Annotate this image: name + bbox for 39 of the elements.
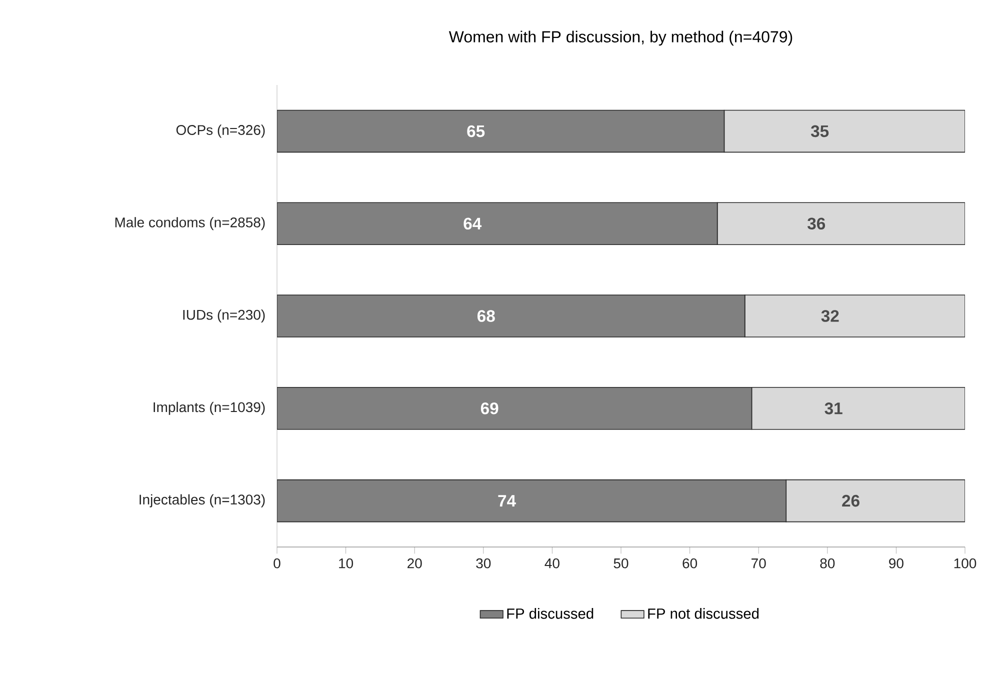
y-tick-label: Implants (n=1039) <box>154 402 265 415</box>
data-label: 65 <box>467 125 485 138</box>
bar <box>724 110 966 153</box>
bar <box>751 387 966 430</box>
data-label: 26 <box>842 494 860 507</box>
x-tick-label: 10 <box>339 558 354 568</box>
data-label: 35 <box>810 125 829 138</box>
bar <box>786 479 966 522</box>
legend-label: FP discussed <box>507 608 594 619</box>
data-label: 36 <box>807 218 826 230</box>
data-label: 68 <box>477 310 495 322</box>
y-tick-label: Injectables (n=1303) <box>140 494 265 508</box>
x-tick-label: 20 <box>408 558 422 568</box>
data-label: 74 <box>498 495 516 507</box>
y-tick-label: IUDs (n=230) <box>183 309 265 323</box>
chart-title: Women with FP discussion, by method (n=4079) <box>448 30 792 46</box>
bar <box>277 110 725 153</box>
data-label: 32 <box>821 310 839 322</box>
x-tick-label: 30 <box>476 558 491 568</box>
bar <box>716 202 966 246</box>
bar <box>277 202 718 246</box>
x-tick-label: 100 <box>954 558 976 568</box>
x-tick-label: 40 <box>544 558 560 568</box>
y-tick-label: Male condoms (n=2858) <box>115 217 265 230</box>
bar <box>744 294 966 338</box>
x-tick-label: 90 <box>889 558 904 568</box>
y-tick-label: OCPs (n=326) <box>176 124 265 138</box>
bar <box>277 387 752 430</box>
data-label: 69 <box>480 402 498 414</box>
x-tick-label: 80 <box>820 558 835 568</box>
x-tick-label: 50 <box>614 558 628 568</box>
bar <box>277 294 746 338</box>
data-label: 64 <box>464 218 482 230</box>
x-tick-label: 70 <box>752 558 766 568</box>
bar <box>277 479 787 522</box>
x-tick-label: 0 <box>274 558 280 568</box>
x-tick-label: 60 <box>682 558 698 568</box>
legend-label: FP not discussed <box>648 608 759 619</box>
data-label: 31 <box>824 402 842 414</box>
